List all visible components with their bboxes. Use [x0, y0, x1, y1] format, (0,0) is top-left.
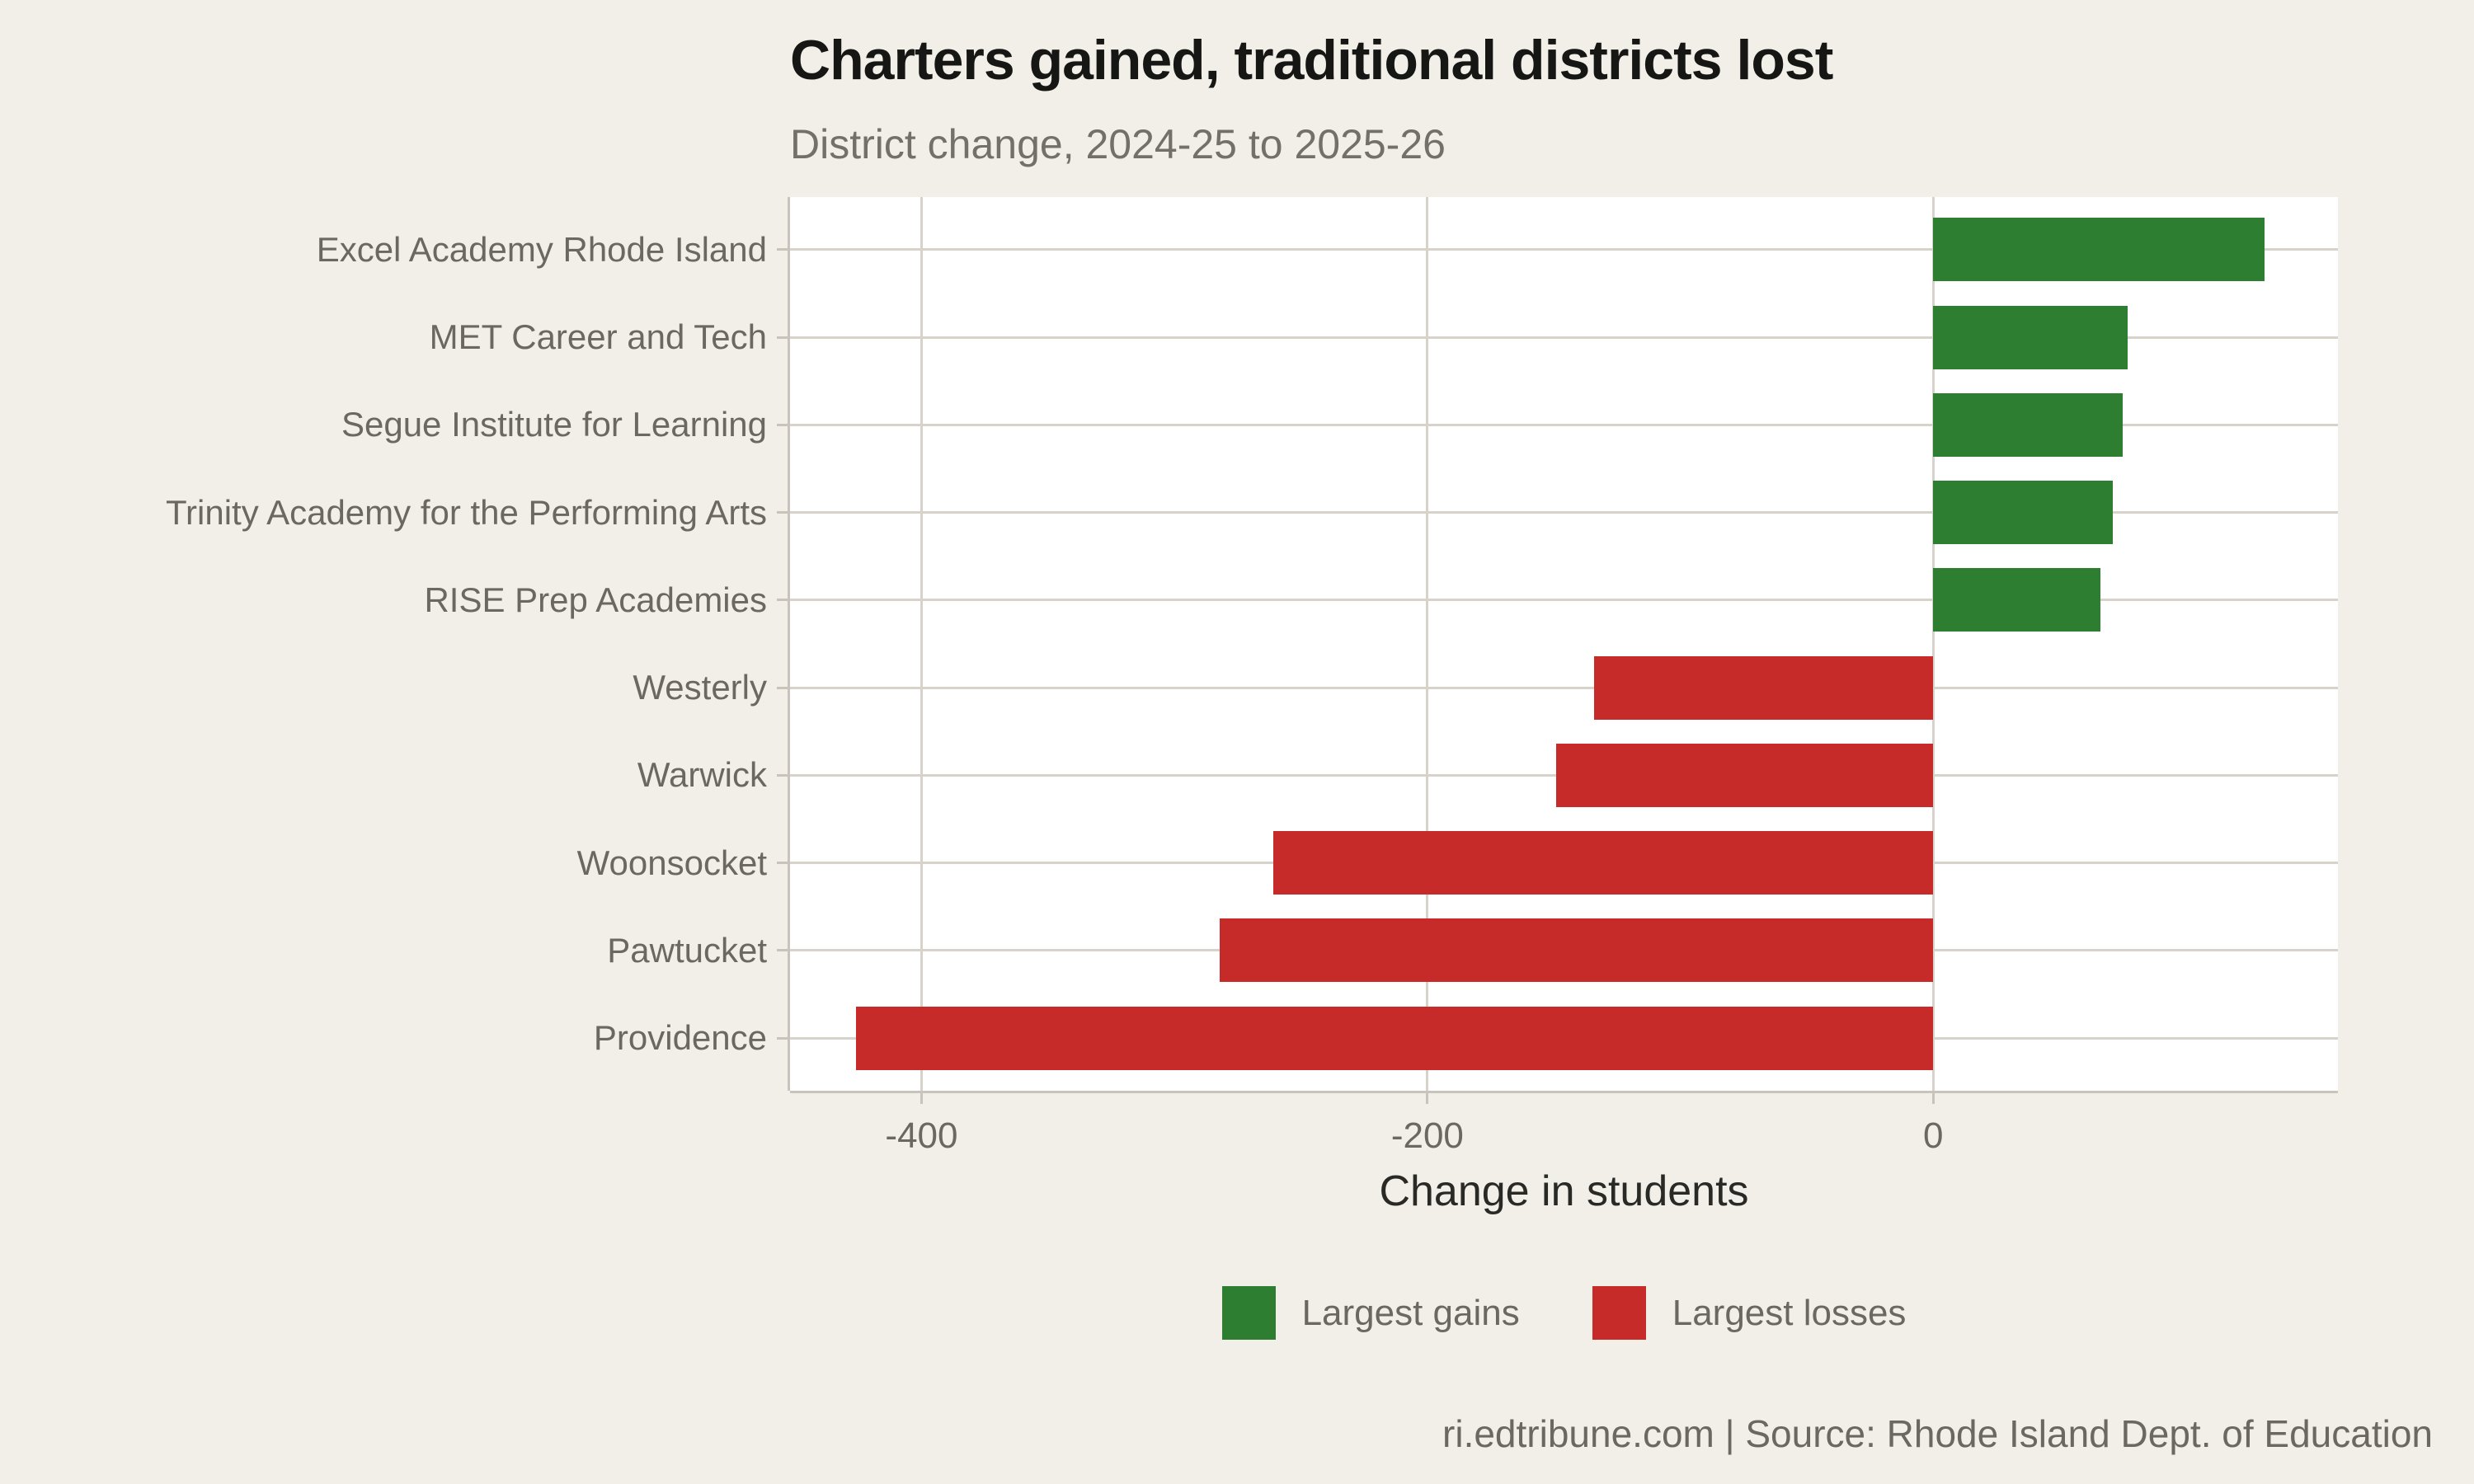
x-axis-tick [920, 1091, 923, 1104]
category-label: Westerly [633, 668, 767, 707]
chart-subtitle: District change, 2024-25 to 2025-26 [790, 121, 1446, 167]
plot-area [790, 197, 2338, 1091]
category-label: Pawtucket [607, 930, 767, 970]
source-credit: ri.edtribune.com | Source: Rhode Island … [1442, 1412, 2433, 1455]
x-axis-title: Change in students [1379, 1167, 1749, 1215]
y-axis-tick [777, 336, 790, 339]
bar-loss [1594, 655, 1934, 720]
gridline-vertical [1931, 197, 1935, 1091]
category-label: Providence [593, 1018, 767, 1058]
legend-swatch [1221, 1286, 1276, 1340]
y-axis-tick [777, 248, 790, 251]
gridline-vertical [1426, 197, 1429, 1091]
bar-loss [1272, 831, 1934, 895]
x-tick-label: 0 [1923, 1115, 1944, 1156]
gridline-horizontal [790, 336, 2338, 339]
bar-gain [1933, 305, 2128, 369]
gridline-horizontal [790, 423, 2338, 426]
bar-loss [855, 1006, 1934, 1070]
gridline-horizontal [790, 686, 2338, 689]
y-axis-tick [777, 423, 790, 426]
y-axis-tick [777, 511, 790, 514]
legend-swatch [1592, 1286, 1646, 1340]
bar-gain [1933, 568, 2100, 632]
category-label: Warwick [637, 755, 767, 795]
x-axis-tick [1426, 1091, 1429, 1104]
category-label: Woonsocket [576, 843, 767, 882]
x-axis-tick [1931, 1091, 1935, 1104]
legend-label: Largest losses [1672, 1292, 1907, 1333]
y-axis-line [788, 197, 790, 1091]
bar-loss [1220, 918, 1934, 983]
category-label: Trinity Academy for the Performing Arts [165, 492, 767, 532]
gridline-horizontal [790, 511, 2338, 514]
x-tick-label: -200 [1390, 1115, 1464, 1156]
chart-title: Charters gained, traditional districts l… [790, 29, 1833, 92]
y-axis-tick [777, 686, 790, 689]
x-tick-label: -400 [885, 1115, 958, 1156]
gridline-horizontal [790, 248, 2338, 251]
category-label: MET Career and Tech [429, 317, 767, 357]
legend-label: Largest gains [1301, 1292, 1520, 1333]
category-label: Excel Academy Rhode Island [316, 229, 767, 269]
bar-gain [1933, 481, 2114, 545]
y-axis-tick [777, 949, 790, 952]
y-axis-tick [777, 862, 790, 865]
bar-gain [1933, 392, 2124, 457]
legend-item: Largest gains [1221, 1286, 1520, 1340]
x-axis-line [790, 1091, 2338, 1093]
gridline-horizontal [790, 599, 2338, 602]
legend-item: Largest losses [1592, 1286, 1907, 1340]
y-axis-tick [777, 773, 790, 777]
category-label: Segue Institute for Learning [341, 405, 767, 444]
bar-loss [1556, 743, 1934, 807]
legend: Largest gains Largest losses [790, 1286, 2338, 1340]
y-axis-tick [777, 599, 790, 602]
y-axis-tick [777, 1036, 790, 1040]
gridline-vertical [920, 197, 923, 1091]
category-label: RISE Prep Academies [424, 580, 767, 619]
bar-gain [1933, 218, 2265, 282]
